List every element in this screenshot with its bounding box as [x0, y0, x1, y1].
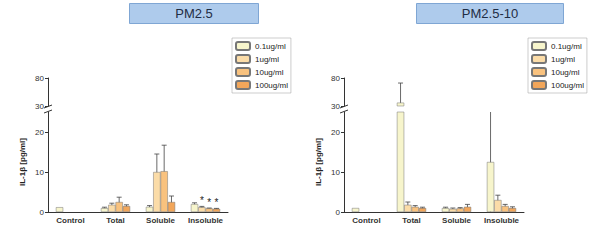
svg-text:100ug/ml: 100ug/ml	[551, 81, 584, 90]
svg-text:IL-1β [pg/ml]: IL-1β [pg/ml]	[18, 138, 27, 186]
svg-text:20: 20	[331, 128, 340, 137]
svg-text:10ug/ml: 10ug/ml	[255, 68, 284, 77]
svg-text:20: 20	[35, 128, 44, 137]
svg-text:10ug/ml: 10ug/ml	[551, 68, 580, 77]
svg-text:100ug/ml: 100ug/ml	[255, 81, 288, 90]
svg-text:80: 80	[35, 74, 44, 83]
svg-text:Total: Total	[402, 216, 421, 225]
svg-text:Soluble: Soluble	[146, 216, 175, 225]
svg-text:1ug/ml: 1ug/ml	[255, 55, 279, 64]
svg-text:0.1ug/ml: 0.1ug/ml	[255, 42, 286, 51]
svg-text:80: 80	[331, 74, 340, 83]
svg-text:10: 10	[35, 168, 44, 177]
svg-text:*: *	[215, 197, 219, 208]
svg-text:Soluble: Soluble	[442, 216, 471, 225]
svg-text:*: *	[200, 195, 204, 206]
svg-text:30: 30	[331, 102, 340, 111]
svg-text:Control: Control	[352, 216, 380, 225]
svg-text:30: 30	[35, 102, 44, 111]
svg-text:PM2.5-10: PM2.5-10	[462, 6, 518, 21]
svg-text:Control: Control	[56, 216, 84, 225]
svg-text:IL-1β [pg/ml]: IL-1β [pg/ml]	[314, 138, 323, 186]
svg-text:0: 0	[40, 208, 45, 217]
svg-text:1ug/ml: 1ug/ml	[551, 55, 575, 64]
svg-text:PM2.5: PM2.5	[175, 6, 213, 21]
svg-text:0.1ug/ml: 0.1ug/ml	[551, 42, 582, 51]
svg-text:Total: Total	[106, 216, 125, 225]
svg-text:Insoluble: Insoluble	[188, 216, 224, 225]
svg-text:*: *	[207, 197, 211, 208]
svg-text:10: 10	[331, 168, 340, 177]
svg-text:Insoluble: Insoluble	[484, 216, 520, 225]
svg-text:0: 0	[336, 208, 341, 217]
